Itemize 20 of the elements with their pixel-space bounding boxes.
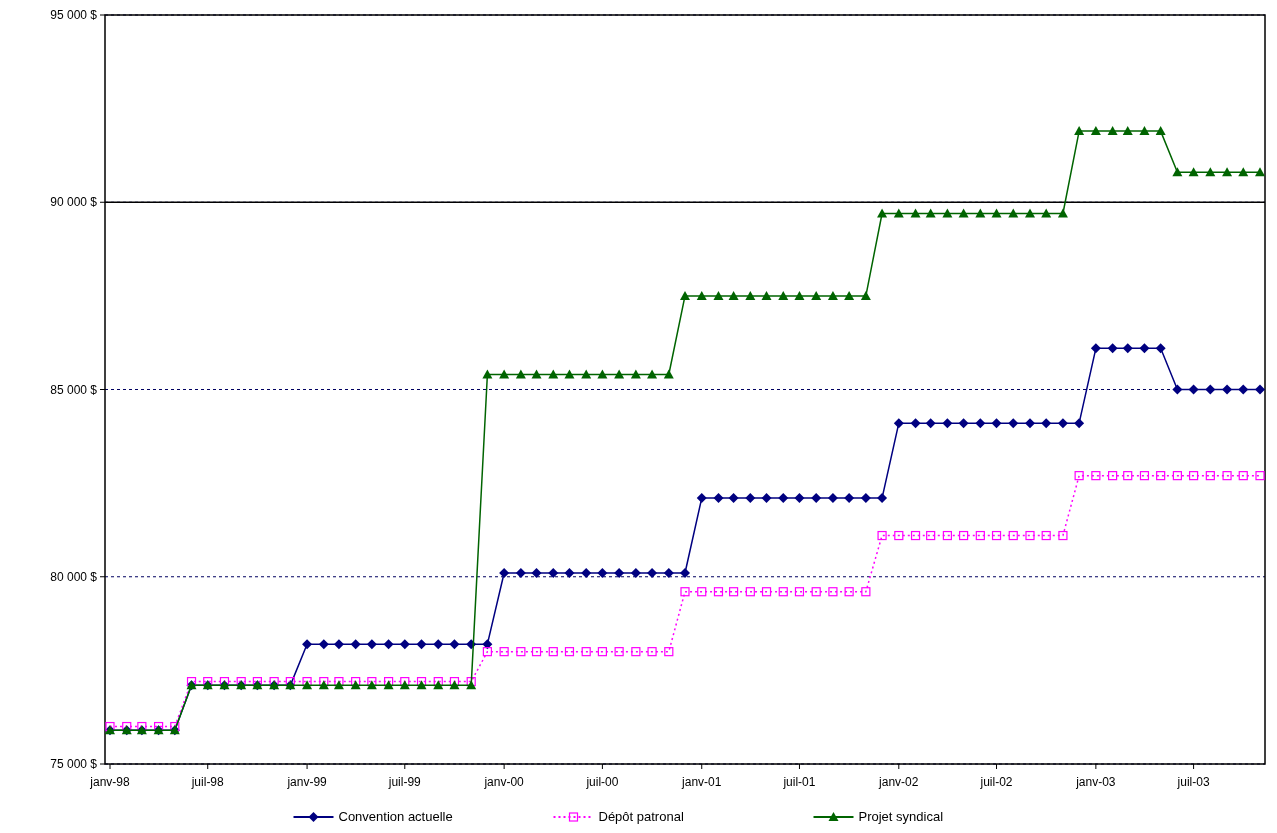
x-tick-label: juil-99 bbox=[387, 775, 422, 789]
x-tick-label: janv-00 bbox=[483, 775, 525, 789]
legend-label: Projet syndical bbox=[858, 809, 944, 824]
x-tick-label: juil-01 bbox=[782, 775, 816, 789]
legend-label: Dépôt patronal bbox=[598, 809, 684, 824]
x-tick-label: janv-98 bbox=[89, 775, 130, 789]
x-tick-label: juil-00 bbox=[585, 775, 619, 789]
y-tick-label: 90 000 $ bbox=[50, 195, 98, 210]
x-tick-label: janv-02 bbox=[878, 775, 919, 789]
x-tick-label: janv-99 bbox=[286, 775, 328, 789]
y-tick-label: 95 000 $ bbox=[50, 8, 98, 23]
x-tick-label: juil-03 bbox=[1176, 775, 1210, 789]
x-tick-label: janv-03 bbox=[1075, 775, 1116, 789]
y-tick-label: 75 000 $ bbox=[50, 757, 98, 772]
legend-label: Convention actuelle bbox=[338, 809, 453, 824]
x-tick-label: janv-01 bbox=[681, 775, 722, 789]
y-tick-label: 85 000 $ bbox=[50, 382, 98, 397]
x-tick-label: juil-02 bbox=[979, 775, 1013, 789]
x-tick-label: juil-98 bbox=[190, 775, 225, 789]
y-tick-label: 80 000 $ bbox=[50, 569, 98, 584]
